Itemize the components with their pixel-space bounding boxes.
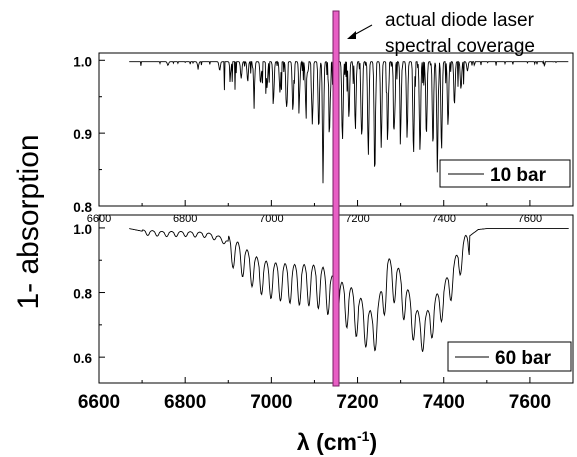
x-axis-title-close: ) (369, 429, 377, 455)
bottom-x-tick-label-6600: 6600 (78, 392, 120, 413)
bottom-x-tick-label-7000: 7000 (250, 392, 292, 413)
laser-coverage-bar (332, 10, 340, 387)
legend-60-bar-label: 60 bar (495, 348, 552, 369)
annotation-arrow-head (347, 31, 356, 39)
top-x-tick-label-7000: 7000 (259, 213, 283, 225)
y-axis-title: 1- absorption (12, 134, 45, 309)
bottom-x-ticks: 6600 6800 7000 7200 7400 7600 (78, 377, 574, 413)
top-series-line (129, 60, 569, 184)
bottom-y-ticks: 0.6 0.8 1.0 (73, 222, 105, 366)
top-x-tick-label-7600: 7600 (518, 213, 542, 225)
top-x-tick-label-6800: 6800 (173, 213, 197, 225)
bottom-y-tick-label-0.6: 0.6 (73, 351, 92, 366)
bottom-series-line (129, 228, 569, 352)
bottom-panel: 0.6 0.8 1.0 6600 6800 7000 7200 7400 7600 60 ba… (73, 214, 574, 413)
legend-60-bar-box (447, 341, 572, 372)
annotation-line-2: spectral coverage (385, 36, 535, 57)
top-x-tick-label-7400: 7400 (431, 213, 455, 225)
x-axis-title-main: λ (cm (297, 429, 357, 455)
top-y-tick-label-0.8: 0.8 (73, 200, 92, 215)
bottom-y-tick-label-0.8: 0.8 (73, 287, 92, 302)
bottom-y-tick-label-1.0: 1.0 (73, 222, 92, 237)
bottom-x-tick-label-7200: 7200 (336, 392, 378, 413)
legend-10-bar-label: 10 bar (490, 165, 547, 186)
bottom-x-tick-label-7600: 7600 (509, 392, 551, 413)
top-x-tick-label-7200: 7200 (345, 213, 369, 225)
bottom-x-tick-label-7400: 7400 (423, 392, 465, 413)
x-axis-title: λ (cm-1) (297, 428, 377, 455)
x-axis-title-sup: -1 (357, 428, 370, 444)
top-y-tick-label-0.9: 0.9 (73, 127, 92, 142)
top-x-ticks: 6600 6800 7000 7200 7400 7600 (87, 200, 574, 225)
annotation: actual diode laser spectral coverage (332, 10, 535, 387)
top-y-ticks: 0.8 0.9 1.0 (73, 54, 105, 215)
top-y-tick-label-1.0: 1.0 (73, 54, 92, 69)
bottom-x-tick-label-6800: 6800 (164, 392, 206, 413)
legend-60-bar: 60 bar (447, 341, 572, 372)
top-panel: 0.80.91.0 6600 6800 7000 7200 7400 7600 10 ba… (73, 52, 574, 225)
annotation-line-1: actual diode laser (385, 10, 535, 31)
legend-10-bar: 10 bar (439, 159, 571, 188)
